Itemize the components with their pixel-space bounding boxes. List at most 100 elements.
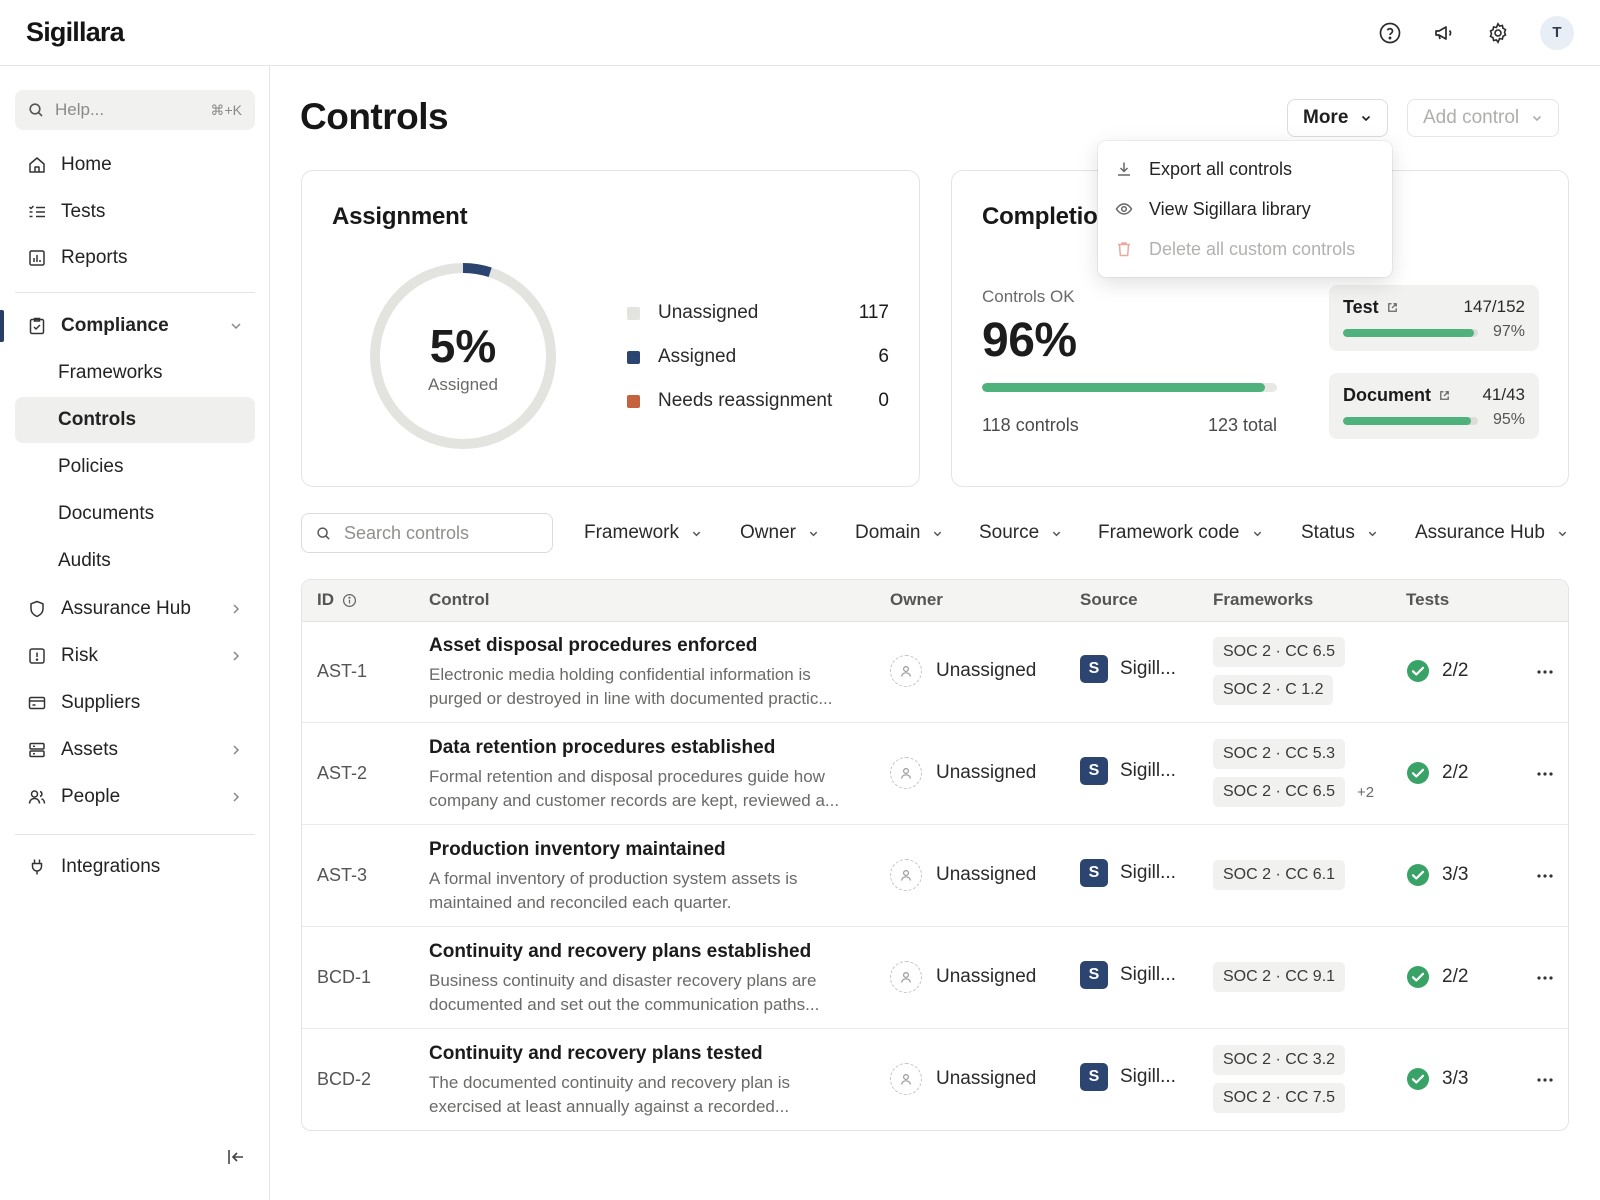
chevron-right-icon [229, 743, 243, 757]
framework-chip[interactable]: SOC 2 · CC 7.5 [1213, 1083, 1346, 1113]
megaphone-icon[interactable] [1432, 21, 1456, 45]
assignment-percent: 5% [429, 320, 497, 372]
tests-count: 2/2 [1442, 762, 1469, 783]
row-actions-icon[interactable] [1534, 1069, 1556, 1091]
table-row[interactable]: BCD-1 Continuity and recovery plans estab… [302, 927, 1568, 1029]
document-completion[interactable]: Document 41/43 95% [1329, 373, 1539, 439]
framework-chip[interactable]: SOC 2 · C 1.2 [1213, 675, 1334, 705]
row-actions-icon[interactable] [1534, 763, 1556, 785]
row-actions-icon[interactable] [1534, 967, 1556, 989]
controls-table: ID Control Owner Source Frameworks Tests… [301, 579, 1569, 1131]
column-header-source[interactable]: Source [1080, 590, 1138, 609]
document-completion-progress [1343, 417, 1478, 425]
control-title[interactable]: Continuity and recovery plans establishe… [429, 941, 812, 962]
framework-chip[interactable]: SOC 2 · CC 6.5 [1213, 777, 1346, 807]
chevron-right-icon [229, 649, 243, 663]
frameworks-cell: SOC 2 · CC 3.2 SOC 2 · CC 7.5 [1213, 1041, 1346, 1117]
sidebar-item-reports[interactable]: Reports [15, 235, 255, 281]
tests-cell: 3/3 [1406, 863, 1468, 887]
filter-framework[interactable]: Framework [584, 520, 702, 546]
sidebar-item-label: Risk [61, 645, 98, 666]
sidebar-item-people[interactable]: People [15, 774, 255, 820]
sidebar-item-compliance[interactable]: Compliance [15, 303, 255, 349]
sidebar-item-label: Assets [61, 739, 119, 760]
column-header-id[interactable]: ID [317, 590, 357, 610]
help-circle-icon[interactable] [1378, 21, 1402, 45]
framework-chip[interactable]: SOC 2 · CC 6.5 [1213, 637, 1346, 667]
control-title[interactable]: Data retention procedures established [429, 737, 776, 758]
sidebar-item-documents[interactable]: Documents [58, 503, 155, 524]
search-controls-input[interactable]: Search controls [301, 513, 553, 553]
assignment-donut [370, 263, 556, 449]
control-title[interactable]: Production inventory maintained [429, 839, 726, 860]
source-cell: S Sigill... [1080, 1063, 1176, 1091]
completion-name-text: Test [1343, 297, 1379, 317]
sidebar-item-tests[interactable]: Tests [15, 189, 255, 235]
add-control-button[interactable]: Add control [1407, 99, 1560, 137]
sidebar-item-assurance-hub[interactable]: Assurance Hub [15, 586, 255, 632]
owner-name: Unassigned [936, 864, 1037, 885]
menu-item-view-library[interactable]: View Sigillara library [1115, 195, 1311, 223]
sidebar-item-frameworks[interactable]: Frameworks [58, 362, 163, 383]
filter-status[interactable]: Status [1301, 520, 1378, 546]
filter-assurance-hub[interactable]: Assurance Hub [1415, 520, 1568, 546]
owner-cell[interactable]: Unassigned [890, 655, 1036, 687]
sidebar-item-suppliers[interactable]: Suppliers [15, 680, 255, 726]
sidebar-item-controls[interactable]: Controls [15, 397, 255, 443]
table-row[interactable]: AST-2 Data retention procedures establish… [302, 723, 1568, 825]
column-header-owner[interactable]: Owner [890, 590, 943, 609]
table-row[interactable]: AST-1 Asset disposal procedures enforced E… [302, 621, 1568, 723]
framework-chip[interactable]: SOC 2 · CC 6.1 [1213, 860, 1346, 890]
framework-chip[interactable]: SOC 2 · CC 3.2 [1213, 1045, 1346, 1075]
filter-owner[interactable]: Owner [740, 520, 819, 546]
help-search[interactable]: Help... ⌘+K [15, 90, 255, 130]
row-actions-icon[interactable] [1534, 661, 1556, 683]
list-check-icon [27, 202, 47, 222]
sidebar-item-home[interactable]: Home [15, 142, 255, 188]
sidebar-item-policies[interactable]: Policies [58, 456, 124, 477]
table-row[interactable]: AST-3 Production inventory maintained A fo… [302, 825, 1568, 927]
source-cell: S Sigill... [1080, 859, 1176, 887]
sidebar-item-audits[interactable]: Audits [58, 550, 111, 571]
brand-logo[interactable]: Sigillara [26, 17, 125, 47]
filter-domain[interactable]: Domain [855, 520, 943, 546]
sidebar-item-integrations[interactable]: Integrations [15, 844, 255, 890]
control-title[interactable]: Continuity and recovery plans tested [429, 1043, 763, 1064]
chevron-down-icon [934, 531, 942, 536]
row-actions-icon[interactable] [1534, 865, 1556, 887]
control-description: A formal inventory of production system … [429, 869, 798, 912]
owner-cell[interactable]: Unassigned [890, 757, 1036, 789]
nav-divider [15, 292, 255, 293]
source-badge: S [1080, 757, 1108, 785]
gear-icon[interactable] [1486, 21, 1510, 45]
legend-swatch [627, 394, 640, 408]
server-icon [27, 740, 47, 760]
legend-count: 117 [858, 302, 889, 323]
source-cell: S Sigill... [1080, 655, 1176, 683]
more-frameworks-count[interactable]: +2 [1357, 783, 1375, 801]
more-button[interactable]: More [1287, 99, 1389, 137]
framework-chip[interactable]: SOC 2 · CC 9.1 [1213, 962, 1346, 992]
table-row[interactable]: BCD-2 Continuity and recovery plans teste… [302, 1029, 1568, 1130]
column-header-frameworks[interactable]: Frameworks [1213, 590, 1314, 609]
collapse-sidebar-icon[interactable] [225, 1146, 247, 1168]
test-completion[interactable]: Test 147/152 97% [1329, 285, 1539, 351]
filter-source[interactable]: Source [979, 520, 1062, 546]
source-badge: S [1080, 655, 1108, 683]
column-header-control[interactable]: Control [429, 590, 490, 609]
source-badge: S [1080, 1063, 1108, 1091]
avatar[interactable]: T [1540, 15, 1574, 50]
owner-cell[interactable]: Unassigned [890, 859, 1036, 891]
menu-item-export[interactable]: Export all controls [1115, 155, 1292, 183]
column-header-tests[interactable]: Tests [1406, 590, 1450, 609]
control-title[interactable]: Asset disposal procedures enforced [429, 635, 758, 656]
framework-chip[interactable]: SOC 2 · CC 5.3 [1213, 739, 1346, 769]
owner-cell[interactable]: Unassigned [890, 1063, 1036, 1095]
sidebar-item-assets[interactable]: Assets [15, 727, 255, 773]
nav-divider [15, 834, 255, 835]
filter-framework-code[interactable]: Framework code [1098, 520, 1263, 546]
control-id: BCD-2 [317, 1069, 372, 1089]
sidebar-item-risk[interactable]: Risk [15, 633, 255, 679]
owner-cell[interactable]: Unassigned [890, 961, 1036, 993]
framework-line: SOC 2 · CC 5.3 [1213, 735, 1374, 773]
